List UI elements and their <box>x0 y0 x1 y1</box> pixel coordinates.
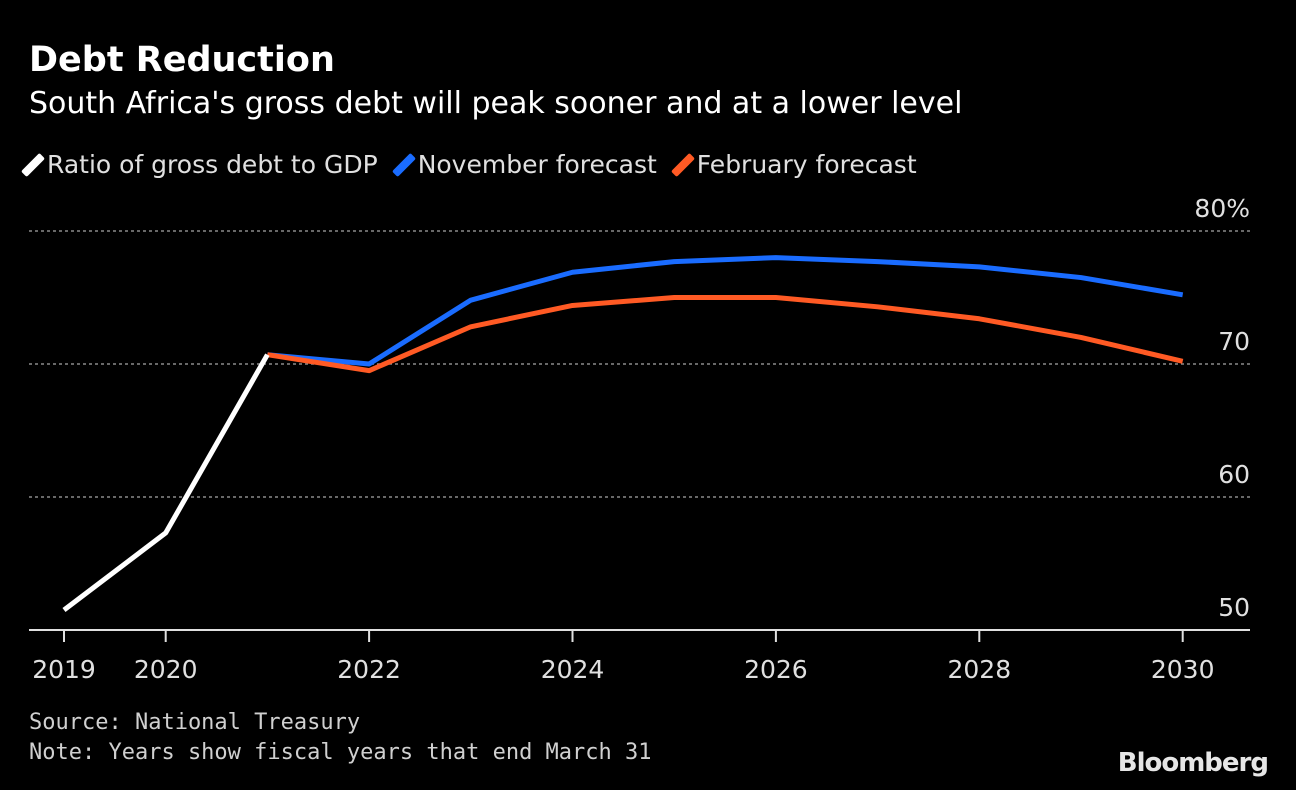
y-tick-label: 60 <box>1218 460 1250 489</box>
series-line-0 <box>62 353 270 613</box>
x-tick-label: 2030 <box>1151 655 1215 684</box>
x-tick-label: 2028 <box>947 655 1011 684</box>
y-tick-label: 80% <box>1194 194 1250 223</box>
source-note: Source: National Treasury <box>29 710 361 735</box>
legend: Ratio of gross debt to GDP November fore… <box>20 150 917 179</box>
x-tick-label: 2019 <box>32 655 96 684</box>
x-tick-label: 2024 <box>541 655 605 684</box>
series-line-2 <box>267 295 1184 374</box>
y-tick-label: 50 <box>1218 593 1250 622</box>
chart-title: Debt Reduction <box>29 40 335 80</box>
x-tick-label: 2020 <box>134 655 198 684</box>
legend-item-ratio: Ratio of gross debt to GDP <box>20 150 378 179</box>
x-tick-label: 2026 <box>744 655 808 684</box>
y-tick-label: 70 <box>1218 327 1250 356</box>
legend-item-february: February forecast <box>670 150 917 179</box>
legend-item-november: November forecast <box>391 150 657 179</box>
footer: Source: National Treasury Note: Years sh… <box>29 708 652 768</box>
chart-subtitle: South Africa's gross debt will peak soon… <box>29 86 963 121</box>
series-line-1 <box>267 255 1184 367</box>
x-tick-label: 2022 <box>337 655 401 684</box>
bloomberg-logo: Bloomberg <box>1117 748 1269 778</box>
fiscal-note: Note: Years show fiscal years that end M… <box>29 740 652 765</box>
